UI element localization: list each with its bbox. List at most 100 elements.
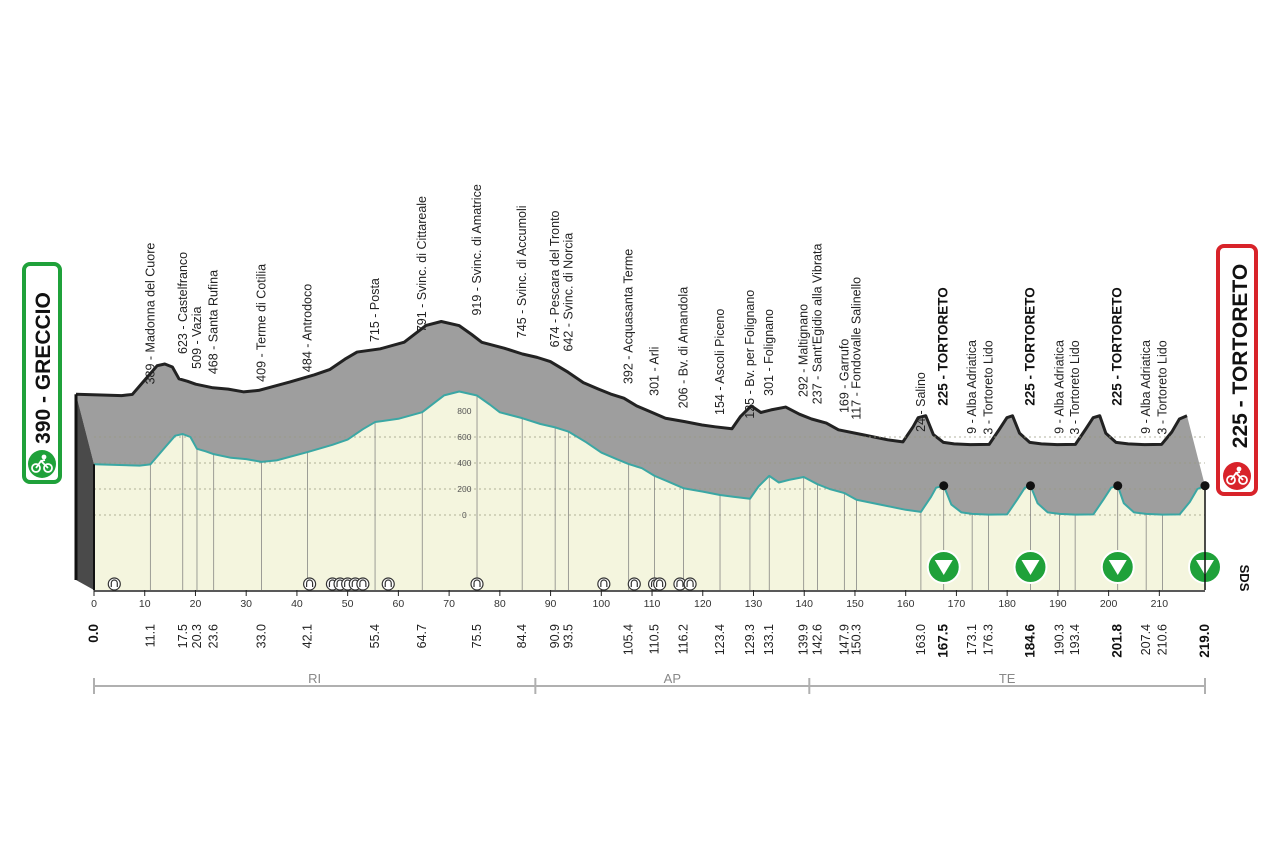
distance-tick-label: 0	[91, 598, 97, 610]
waypoint-km-label: 17.5	[176, 624, 190, 648]
waypoint-km-label: 173.1	[965, 624, 979, 655]
waypoint-label: 225 - TORTORETO	[1110, 287, 1125, 406]
waypoint-label: 919 - Svinc. di Amatrice	[470, 184, 484, 315]
province-bracket: RI AP TE	[93, 671, 1206, 694]
distance-tick-label: 140	[795, 598, 813, 610]
finish-cyclist-glyph	[1226, 466, 1248, 485]
waypoint-km-labels: 11.1 17.5 20.3 23.6 33.0 42.1 55.4 64.7 75.5 84.4…	[86, 624, 1212, 658]
waypoint-km-label: 210.6	[1155, 624, 1169, 655]
waypoint-label: 409 - Terme di Cotilia	[254, 264, 268, 382]
province-label: AP	[664, 671, 681, 686]
cyclist-icon	[28, 450, 56, 478]
tunnel-glyph	[110, 579, 118, 587]
waypoint-km-label: 84.4	[515, 624, 529, 648]
distance-tick-label: 120	[694, 598, 712, 610]
waypoint-label: 674 - Pescara del Tronto	[548, 210, 562, 347]
tunnel-glyph	[306, 579, 314, 587]
waypoint-label: 468 - Santa Rufina	[207, 270, 221, 374]
waypoint-label: 237 - Sant'Egidio alla Vibrata	[810, 244, 824, 405]
tunnel-glyph	[676, 579, 684, 587]
route-markers	[107, 481, 1222, 591]
waypoint-labels: 389 - Madonna del Cuore 623 - Castelfranc…	[143, 184, 1169, 434]
altitude-tick-label: 400	[457, 458, 471, 468]
passage-dot	[1025, 481, 1035, 491]
waypoint-label: 392 - Acquasanta Terme	[622, 249, 636, 384]
waypoint-km-label: 20.3	[190, 624, 204, 648]
waypoint-label: 3 - Tortoreto Lido	[1068, 340, 1082, 434]
waypoint-label: 206 - Bv. di Amandola	[676, 287, 690, 408]
relief-layer	[74, 320, 1205, 590]
tunnel-glyph	[686, 579, 694, 587]
waypoint-km-label: 184.6	[1022, 624, 1037, 658]
waypoint-km-label: 150.3	[849, 624, 863, 655]
province-label: TE	[999, 671, 1016, 686]
waypoint-label: 292 - Maltignano	[797, 304, 811, 397]
waypoint-label: 301 - Arli	[648, 347, 662, 396]
waypoint-km-label: 93.5	[561, 624, 575, 648]
distance-tick-label: 200	[1100, 598, 1118, 610]
start-badge: 390 - GRECCIO	[22, 262, 62, 484]
elevation-profile: 800 600 400 200 0	[93, 390, 1206, 590]
waypoint-km-label: 116.2	[676, 624, 690, 654]
waypoint-label: 24 - Salino	[914, 372, 928, 432]
waypoint-km-label: 42.1	[301, 624, 315, 648]
relief-band	[76, 321, 1205, 515]
tunnel-glyph	[630, 579, 638, 587]
relief-start-wall	[76, 394, 94, 590]
distance-tick-label: 170	[948, 598, 966, 610]
distance-tick-label: 150	[846, 598, 864, 610]
waypoint-label: 225 - TORTORETO	[936, 287, 951, 406]
distance-tick-label: 60	[393, 598, 405, 610]
waypoint-label: 3 - Tortoreto Lido	[981, 340, 995, 434]
start-badge-frame	[22, 262, 62, 484]
waypoint-km-label: 23.6	[207, 624, 221, 648]
start-km-label: 0.0	[86, 624, 101, 643]
waypoint-label: 9 - Alba Adriatica	[1052, 340, 1066, 434]
waypoint-km-label: 129.3	[743, 624, 757, 655]
province-label: RI	[308, 671, 321, 686]
distance-tick-label: 190	[1049, 598, 1067, 610]
distance-tick-label: 50	[342, 598, 354, 610]
waypoint-label: 623 - Castelfranco	[176, 252, 190, 354]
waypoint-km-label: 163.0	[914, 624, 928, 655]
distance-tick-label: 160	[897, 598, 915, 610]
waypoint-km-label: 110.5	[648, 624, 662, 654]
distance-tick-label: 10	[139, 598, 151, 610]
waypoint-km-label: 75.5	[470, 624, 484, 648]
waypoint-label: 301 - Folignano	[762, 309, 776, 396]
distance-tick-label: 130	[745, 598, 763, 610]
altitude-tick-label: 200	[457, 484, 471, 494]
sprint-arrow-glyph	[1108, 560, 1127, 575]
waypoint-label: 154 - Ascoli Piceno	[713, 309, 727, 415]
brand-logo: SDS	[1237, 565, 1252, 592]
tunnel-glyph	[384, 579, 392, 587]
waypoint-label: 125 - Bv. per Folignano	[743, 290, 757, 419]
profile-area	[94, 391, 1205, 590]
waypoint-label: 9 - Alba Adriatica	[1139, 340, 1153, 434]
passage-dot	[1113, 481, 1123, 491]
waypoint-label: 791 - Svinc. di Cittareale	[415, 196, 429, 332]
waypoint-km-label: 11.1	[143, 624, 157, 647]
waypoint-label: 509 - Vazia	[190, 306, 204, 368]
waypoint-label: 117 - Fondovalle Salinello	[849, 277, 863, 420]
waypoint-label: 9 - Alba Adriatica	[965, 340, 979, 434]
distance-tick-label: 40	[291, 598, 303, 610]
tunnel-glyph	[656, 579, 664, 587]
waypoint-label: 3 - Tortoreto Lido	[1155, 340, 1169, 434]
profile-line	[93, 390, 1206, 516]
waypoint-km-label: 105.4	[622, 624, 636, 655]
waypoint-km-label: 133.1	[762, 624, 776, 655]
waypoint-km-label: 90.9	[548, 624, 562, 648]
finish-badge: 225 - TORTORETO	[1216, 244, 1258, 496]
waypoint-label: 389 - Madonna del Cuore	[143, 243, 157, 385]
waypoint-km-label: 33.0	[254, 624, 268, 648]
waypoint-km-label: 167.5	[936, 624, 951, 658]
distance-tick-label: 20	[190, 598, 202, 610]
waypoint-label: 169 - Garrufo	[837, 339, 851, 413]
waypoint-km-label: 139.9	[797, 624, 811, 655]
passage-dot	[939, 481, 949, 491]
waypoint-km-label: 64.7	[415, 624, 429, 648]
finish-badge-frame	[1216, 244, 1258, 496]
altitude-tick-label: 0	[462, 510, 467, 520]
